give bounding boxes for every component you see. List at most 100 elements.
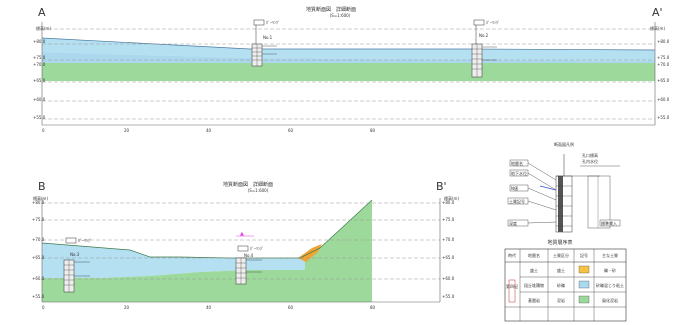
marker-icon: ▲: [240, 231, 244, 237]
table-header: 時代: [508, 252, 516, 258]
legend-example-title: 断面図凡例: [554, 141, 574, 147]
borehole-name: No.3: [70, 252, 80, 257]
table-cell: 盛土: [557, 267, 565, 273]
borehole-tag: ﾎﾞｰﾘﾝｸﾞ: [78, 237, 92, 243]
elev-label: +60.0: [442, 276, 455, 281]
distance-label: 0: [42, 305, 45, 310]
distance-label: 20: [124, 128, 130, 133]
section-b-distance-labels: 0 20 40 60 80: [42, 305, 376, 310]
elev-label: +55.0: [32, 294, 45, 299]
distance-label: 0: [42, 128, 45, 133]
section-a-distance-labels: 0 20 40 60 80: [42, 128, 376, 133]
distance-label: 60: [288, 305, 294, 310]
borehole-tag: ﾎﾞｰﾘﾝｸﾞ: [486, 19, 500, 25]
elev-label: +65.0: [32, 255, 45, 260]
legend-table-title: 地質層序表: [547, 239, 572, 246]
legend-callout: 土質記号: [509, 198, 525, 204]
table-header: 土質区分: [553, 252, 569, 258]
elev-label: +70.0: [33, 62, 46, 67]
section-a-elev-header-left: 標高(m): [36, 25, 51, 31]
elev-label: +75.0: [32, 217, 45, 222]
elev-label: +70.0: [657, 62, 670, 67]
section-b-title: 地質断面図 詳細断面: [223, 181, 273, 188]
table-cell: 段丘堆積物: [524, 282, 544, 288]
elev-label: +75.0: [442, 217, 455, 222]
section-a-fill-layer: [42, 38, 655, 61]
section-a-grid: [42, 28, 655, 120]
distance-label: 60: [288, 128, 294, 133]
section-b-scale: (S=1:600): [248, 188, 269, 193]
table-cell: 礫・砂: [604, 267, 616, 273]
elev-label: +70.0: [442, 237, 455, 242]
table-cell: 風化泥岩: [602, 297, 618, 303]
elev-label: +80.0: [657, 39, 670, 44]
table-cell: 盛土: [530, 267, 538, 273]
section-a-label-right: A': [652, 6, 663, 19]
legend-table: 地質層序表 時代 地層名 土質区分 記号 主な土質 盛土 盛土 礫・砂 第四紀 …: [504, 239, 627, 322]
elev-label: +60.0: [32, 276, 45, 281]
table-cell: 泥岩: [557, 297, 565, 303]
legend-callout: 孔口標高: [582, 152, 598, 158]
section-a-title: 地質断面図 詳細断面: [306, 6, 356, 13]
borehole-name: No.1: [263, 35, 273, 40]
elev-label: +65.0: [33, 78, 46, 83]
elev-label: +80.0: [32, 200, 45, 205]
elev-label: +65.0: [442, 255, 455, 260]
distance-label: 80: [370, 305, 376, 310]
table-cell: 砂礫: [557, 282, 565, 288]
elev-label: +55.0: [33, 115, 46, 120]
elev-label: +80.0: [442, 200, 455, 205]
table-cell: 基盤岩: [528, 297, 540, 303]
section-b-label-left: B: [38, 180, 46, 193]
elev-label: +70.0: [32, 237, 45, 242]
distance-label: 40: [206, 128, 212, 133]
legend-example: 断面図凡例 地層名 地下水位 N値 土質記号: [507, 141, 621, 233]
section-b-base-layer: [42, 200, 372, 302]
elev-label: +75.0: [657, 55, 670, 60]
borehole-tag: ﾎﾞｰﾘﾝｸﾞ: [266, 19, 280, 25]
legend-callout: 地下水位: [511, 170, 527, 176]
table-header: 主な土質: [602, 252, 618, 258]
section-b-borehole-2: ▲ ﾎﾞｰﾘﾝｸﾞ No.4: [235, 231, 264, 285]
section-b: B B' 地質断面図 詳細断面 (S=1:600) 標高(m) 標高(m) +8…: [32, 180, 459, 310]
section-a-base-layer: [42, 63, 655, 81]
section-b-borehole-1: ﾎﾞｰﾘﾝｸﾞ No.3: [63, 237, 92, 293]
section-b-elev-header-left: 標高(m): [33, 195, 48, 201]
section-a-borehole-1: ﾎﾞｰﾘﾝｸﾞ No.1: [251, 19, 280, 67]
section-b-elev-header-right: 標高(m): [444, 195, 459, 201]
section-a-scale: (S=1:600): [330, 13, 351, 18]
section-b-ground-surface: [41, 199, 373, 259]
legend-callout: 標準貫入: [601, 220, 617, 226]
elev-label: +65.0: [657, 78, 670, 83]
distance-label: 40: [206, 305, 212, 310]
table-swatch: [578, 295, 590, 304]
elev-label: +55.0: [657, 115, 670, 120]
legend-callout: 地層名: [511, 160, 523, 166]
elev-label: +60.0: [33, 97, 46, 102]
borehole-name: No.4: [244, 253, 254, 258]
section-a-borehole-2: ﾎﾞｰﾘﾝｸﾞ No.2: [471, 19, 500, 78]
legend-callout: N値: [511, 185, 518, 191]
elev-label: +60.0: [657, 97, 670, 102]
elev-label: +75.0: [33, 55, 46, 60]
section-a-ground-surface: [41, 37, 656, 51]
section-b-elev-labels-left: +80.0 +75.0 +70.0 +65.0 +60.0 +55.0: [32, 200, 45, 299]
distance-label: 80: [370, 128, 376, 133]
section-b-elev-labels-right: +80.0 +75.0 +70.0 +65.0 +60.0 +55.0: [442, 200, 455, 299]
borehole-name: No.2: [479, 33, 489, 38]
elev-label: +80.0: [33, 39, 46, 44]
section-a-elev-labels-left: +80.0 +75.0 +70.0 +65.0 +60.0 +55.0: [33, 39, 46, 120]
table-swatch: [578, 280, 590, 289]
section-b-label-right: B': [436, 180, 447, 193]
table-header: 地層名: [528, 252, 540, 258]
distance-label: 20: [124, 305, 130, 310]
legend-callout: 深度: [509, 220, 517, 226]
legend-callout: 孔内水位: [582, 158, 598, 164]
table-cell: 砂礫混じり粘土: [596, 282, 624, 288]
section-a: A A' 地質断面図 詳細断面 (S=1:600) 標高(m) 標高(m) +8…: [33, 6, 670, 133]
table-swatch: [578, 265, 590, 274]
section-a-label-left: A: [38, 6, 46, 19]
table-cell: 第四紀: [506, 283, 518, 289]
table-header: 記号: [580, 252, 588, 258]
section-a-elev-header-right: 標高(m): [650, 25, 665, 31]
